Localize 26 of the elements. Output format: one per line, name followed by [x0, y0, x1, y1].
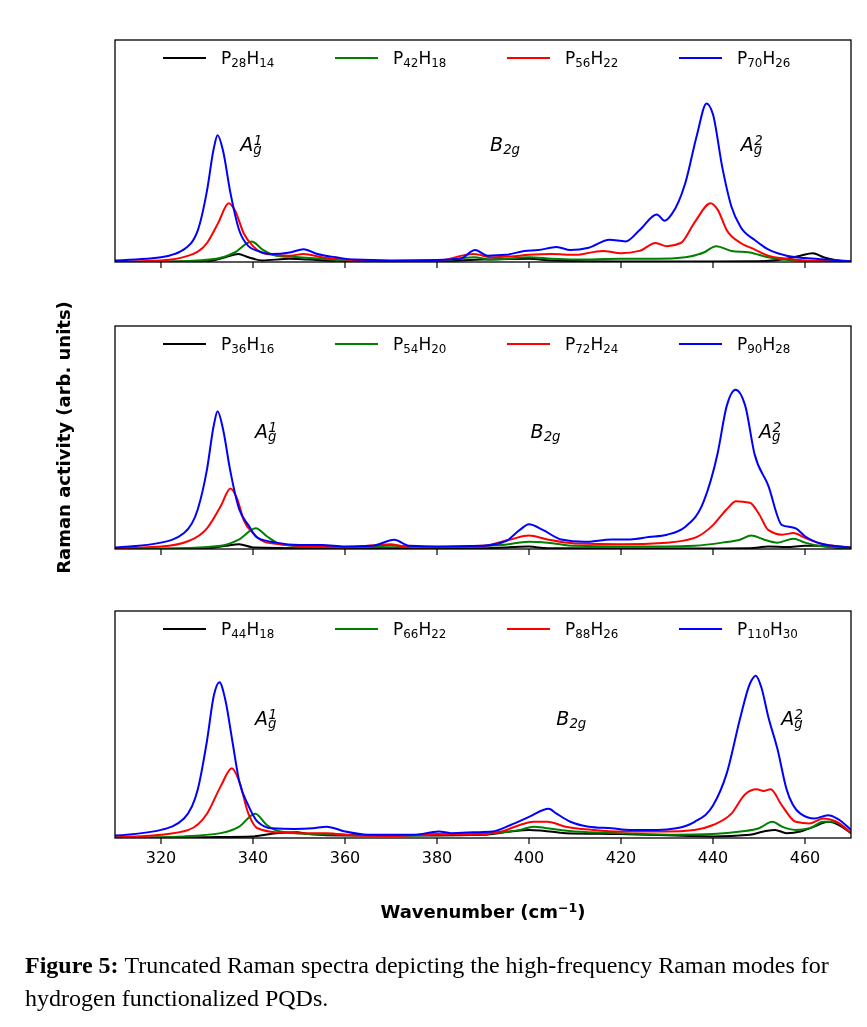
legend-label: P$_{72}$H$_{24}$ — [565, 334, 619, 356]
legend-label: P$_{88}$H$_{26}$ — [565, 619, 619, 641]
x-tick-label: 400 — [513, 848, 545, 867]
annotation: B$_{2g}$ — [556, 706, 587, 731]
x-tick-label: 360 — [329, 848, 361, 867]
x-tick-label: 420 — [605, 848, 637, 867]
legend-label: P$_{90}$H$_{28}$ — [737, 334, 791, 356]
x-tick-label: 440 — [697, 848, 729, 867]
caption: Figure 5: Truncated Raman spectra depicting the high-frequency Raman modes for hydrogen functionalized PQDs. — [25, 952, 829, 1011]
legend-label: P$_{56}$H$_{22}$ — [565, 48, 619, 70]
legend-label: P$_{66}$H$_{22}$ — [393, 619, 447, 641]
y-axis-title: Raman activity (arb. units) — [53, 301, 74, 574]
legend-label: P$_{70}$H$_{26}$ — [737, 48, 791, 70]
x-tick-label: 340 — [237, 848, 269, 867]
x-tick-label: 320 — [145, 848, 177, 867]
x-tick-label: 380 — [421, 848, 453, 867]
legend-label: P$_{44}$H$_{18}$ — [221, 619, 275, 641]
annotation: B$_{2g}$ — [490, 133, 521, 158]
x-tick-label: 460 — [789, 848, 821, 867]
legend-label: P$_{110}$H$_{30}$ — [737, 619, 798, 641]
legend-label: P$_{28}$H$_{14}$ — [221, 48, 275, 70]
legend-label: P$_{54}$H$_{20}$ — [393, 334, 447, 356]
legend-label: P$_{42}$H$_{18}$ — [393, 48, 447, 70]
legend-label: P$_{36}$H$_{16}$ — [221, 334, 275, 356]
x-axis-title: Wavenumber (cm$^{−1}$) — [380, 900, 586, 922]
annotation: B$_{2g}$ — [530, 419, 561, 444]
